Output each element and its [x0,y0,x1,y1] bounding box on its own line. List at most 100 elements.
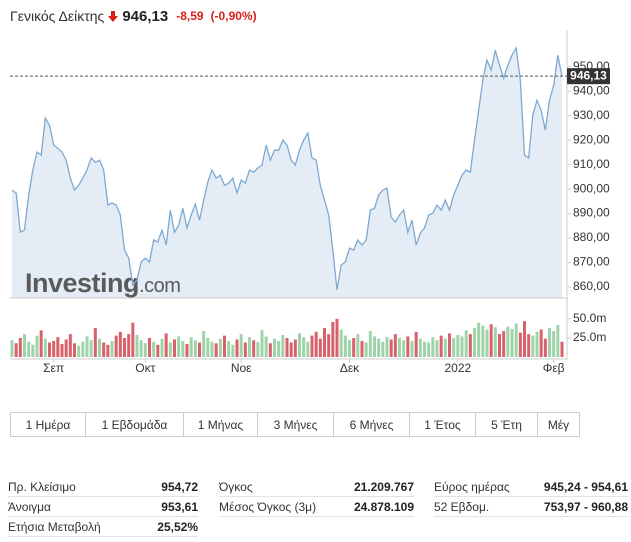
volume-bar [293,339,297,357]
tab[interactable]: 3 Μήνες [258,412,334,437]
volume-bar [506,326,510,357]
last-price-box [567,68,610,85]
y-tick-label: 50.0m [573,311,606,325]
volume-bar [427,342,431,357]
volume-bar [314,331,318,357]
watermark-suffix: .com [139,275,180,297]
stat-value: 25,52% [157,519,198,534]
y-tick-label: 890,00 [573,206,610,220]
volume-bar [56,337,60,357]
volume-bar [73,343,76,357]
volume-bar [439,335,443,357]
volume-bar [423,341,426,357]
stat-value: 954,72 [161,479,198,494]
stat-label: Εύρος ημέρας [434,479,510,494]
stat-label: Ετήσια Μεταβολή [8,519,101,534]
volume-bar [210,341,214,357]
volume-bar [339,329,343,357]
volume-bar [85,336,89,357]
volume-bar [31,344,35,357]
volume-bar [27,341,31,357]
stat-row: Ετήσια Μεταβολή 25,52% [8,517,198,537]
tab[interactable]: 1 Ημέρα [10,412,86,437]
volume-bar [14,343,18,357]
volume-bar [335,318,339,357]
tab[interactable]: 5 Έτη [476,412,538,437]
volume-bar [560,341,564,357]
tab[interactable]: 1 Έτος [410,412,476,437]
volume-bar [498,334,501,357]
volume-bar [152,341,156,357]
volume-bar [43,338,47,357]
volume-bar [231,344,235,357]
volume-bar [264,336,268,357]
volume-bar [235,339,239,357]
volume-bar [168,342,172,357]
volume-bar [189,337,193,357]
stat-row: 52 Εβδομ. 753,97 - 960,88 [434,497,628,517]
header: Γενικός Δείκτης 946,13 -8,59 (-0,90%) [10,6,257,26]
y-tick-label: 25.0m [573,330,606,344]
volume-bar [364,342,368,357]
volume-bar [306,341,310,357]
volume-bar [281,334,285,357]
volume-bar [539,329,543,357]
volume-bar [552,331,556,357]
volume-bar [48,342,51,357]
x-tick-label: Νοε [231,361,252,375]
tabs: 1 Ημέρα 1 Εβδομάδα 1 Μήνας 3 Μήνες 6 Μήνες 1 … [10,412,580,437]
volume-bar [181,340,185,357]
tab[interactable]: 6 Μήνες [334,412,410,437]
watermark-brand: Investing [25,268,139,298]
volume-bar [64,339,68,357]
stat-value: 21.209.767 [353,479,414,494]
stat-row: Άνοιγμα 953,61 [8,497,198,517]
stat-label: 52 Εβδομ. [434,499,490,514]
stat-label: Μέσος Όγκος (3μ) [219,499,317,514]
volume-bar [443,338,447,357]
volume-bar [289,342,293,357]
volume-bar [473,328,476,357]
title: Γενικός Δείκτης [10,8,105,24]
tab[interactable]: Μέγ [538,412,580,437]
volume-bar [310,335,314,357]
stat-label: Άνοιγμα [8,499,51,514]
volume-bar [402,340,406,357]
volume-bar [227,340,231,357]
stat-row: Πρ. Κλείσιμο 954,72 [8,477,198,497]
volume-bar [156,344,160,357]
volume-bar [531,335,535,357]
volume-bar [81,341,85,357]
volume-bar [377,338,381,357]
stat-label: Όγκος [219,479,253,494]
tab[interactable]: 1 Εβδομάδα [86,412,184,437]
tab[interactable]: 1 Μήνας [184,412,258,437]
volume-bar [435,340,439,357]
volume-bar [39,330,43,357]
volume-bar [414,331,418,357]
price: 946,13 [122,7,169,25]
volume-bar [18,337,22,357]
y-tick-label: 930,00 [573,108,610,122]
y-tick-label: 870,00 [573,255,610,269]
volume-bar [127,334,131,357]
y-tick-label: 880,00 [573,230,610,244]
price-line [11,46,563,291]
volume-bar [164,333,168,357]
last-price-label: 946,13 [570,68,607,82]
volume-bar [323,328,326,357]
volume-bar [252,340,256,357]
volume-bar [356,334,360,357]
volume-bar [89,340,93,357]
volume-bar [535,331,539,357]
volume-bar [327,334,331,357]
y-tick-label: 910,00 [573,157,610,171]
x-tick-label: 2022 [444,361,471,375]
volume-bar [381,341,385,357]
volume-bar [177,336,181,357]
volume-bar [118,331,122,357]
down-arrow [108,11,119,22]
volume-bar [52,340,56,357]
volume-bar [448,333,451,357]
